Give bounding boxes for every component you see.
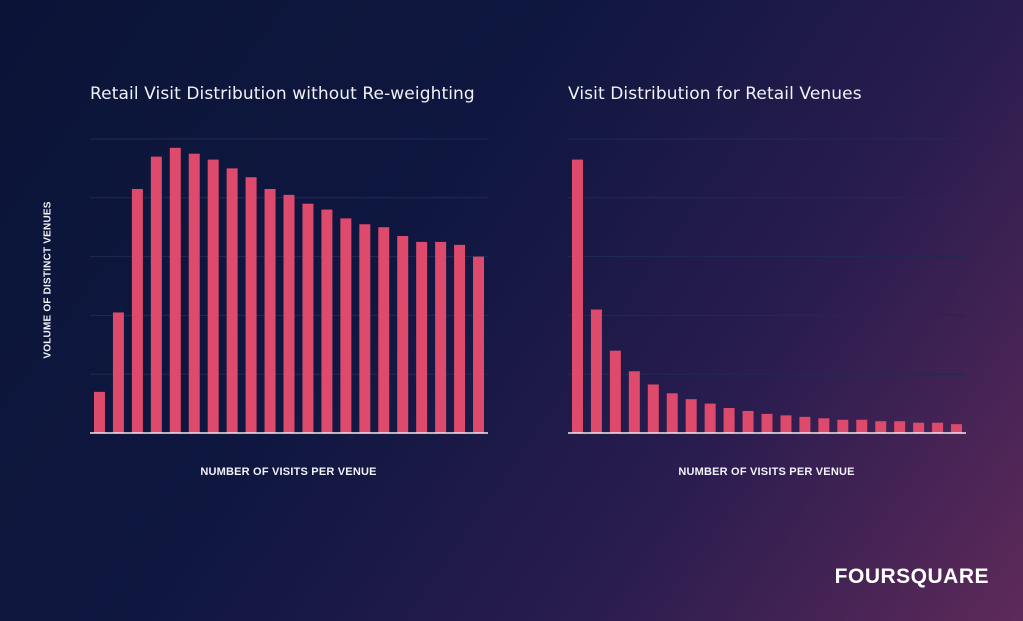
left-chart-bar-12 xyxy=(302,203,314,433)
left-chart-bar-4 xyxy=(150,156,162,433)
left-chart-bar-15 xyxy=(359,224,371,433)
left-chart-bar-9 xyxy=(245,177,257,433)
right-chart-bar-21 xyxy=(951,424,963,433)
left-chart-bar-6 xyxy=(188,153,200,433)
left-chart-bar-10 xyxy=(264,188,276,433)
left-chart-bar-14 xyxy=(340,218,352,433)
right-chart-bar-9 xyxy=(723,408,735,433)
left-chart-bar-11 xyxy=(283,194,295,433)
foursquare-logo: FOURSQUARE xyxy=(834,565,989,588)
right-chart-bar-20 xyxy=(932,422,944,433)
right-chart-bar-2 xyxy=(590,309,602,433)
left-chart-bar-18 xyxy=(416,241,428,433)
right-chart-bar-4 xyxy=(628,371,640,433)
right-chart-bar-15 xyxy=(837,419,849,433)
right-chart-bar-3 xyxy=(609,350,621,433)
left-chart-title: Retail Visit Distribution without Re-wei… xyxy=(90,84,475,104)
left-chart-bar-17 xyxy=(397,236,409,433)
left-chart-bar-2 xyxy=(112,312,124,433)
right-chart-bar-7 xyxy=(685,399,697,433)
left-chart-bar-7 xyxy=(207,159,219,433)
right-chart-bar-6 xyxy=(666,393,678,433)
right-chart-bar-8 xyxy=(704,403,716,433)
right-chart-bar-19 xyxy=(913,422,925,433)
right-chart-bar-17 xyxy=(875,421,887,433)
right-chart-bar-11 xyxy=(761,413,773,433)
right-chart-bar-13 xyxy=(799,416,811,433)
left-chart-bar-3 xyxy=(131,188,143,433)
left-chart-bar-21 xyxy=(473,256,485,433)
left-chart-bar-5 xyxy=(169,147,181,433)
right-chart-bar-18 xyxy=(894,421,906,433)
right-chart-bar-10 xyxy=(742,410,754,433)
right-chart-bar-14 xyxy=(818,418,830,433)
right-chart-bar-16 xyxy=(856,419,868,433)
right-chart-x-axis-label: NUMBER OF VISITS PER VENUE xyxy=(678,466,855,478)
left-chart-bar-8 xyxy=(226,168,238,433)
left-chart-bar-1 xyxy=(93,391,105,433)
left-chart-bar-20 xyxy=(454,244,466,433)
left-chart-bar-13 xyxy=(321,209,333,433)
right-chart-title: Visit Distribution for Retail Venues xyxy=(568,84,862,104)
right-chart-bar-5 xyxy=(647,384,659,433)
left-chart-bar-16 xyxy=(378,227,390,433)
left-chart-x-axis-label: NUMBER OF VISITS PER VENUE xyxy=(200,466,377,478)
right-chart-bar-1 xyxy=(571,159,583,433)
left-chart-bar-19 xyxy=(435,241,447,433)
right-chart-bar-12 xyxy=(780,415,792,433)
